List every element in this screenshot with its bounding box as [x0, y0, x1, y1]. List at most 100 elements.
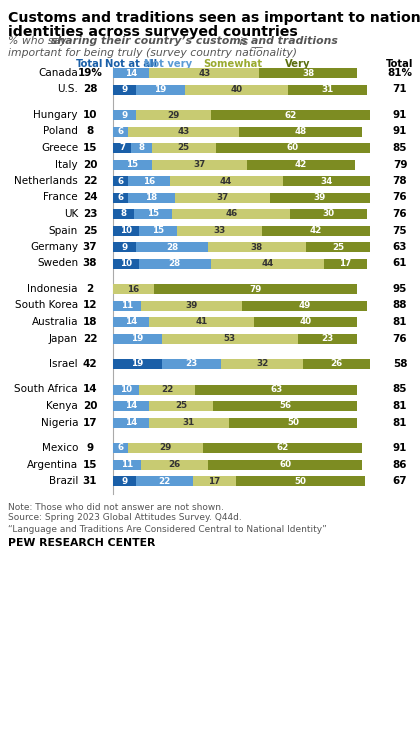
Text: 17: 17 [339, 259, 352, 268]
Text: 79: 79 [393, 160, 407, 169]
Text: 14: 14 [125, 317, 137, 327]
Text: 39: 39 [314, 193, 326, 202]
Text: 40: 40 [300, 317, 312, 327]
Bar [113, 193, 129, 202]
Text: 60: 60 [287, 144, 299, 152]
Text: 48: 48 [294, 127, 307, 136]
Bar [113, 459, 141, 470]
Bar [113, 68, 149, 78]
Text: 16: 16 [127, 285, 140, 294]
Bar [129, 193, 175, 202]
Bar [113, 359, 162, 369]
Text: 9: 9 [121, 242, 128, 252]
Text: 49: 49 [298, 301, 311, 310]
Text: Canada: Canada [38, 68, 78, 78]
Text: 15: 15 [147, 210, 159, 219]
Bar [149, 317, 255, 327]
Bar [177, 225, 262, 236]
Bar [113, 85, 136, 94]
Text: 30: 30 [323, 210, 335, 219]
Text: 8: 8 [120, 210, 126, 219]
Text: Israel: Israel [50, 359, 78, 369]
Bar [172, 209, 290, 219]
Text: Australia: Australia [32, 317, 78, 327]
Text: 18: 18 [83, 317, 97, 327]
Text: 43: 43 [178, 127, 190, 136]
Text: 10: 10 [83, 110, 97, 120]
Text: 37: 37 [83, 242, 97, 252]
Text: 38: 38 [302, 68, 315, 77]
Bar [113, 258, 139, 269]
Bar [306, 242, 370, 252]
Bar [113, 300, 141, 311]
Bar [236, 476, 365, 486]
Bar [113, 176, 129, 186]
Text: 86: 86 [393, 459, 407, 470]
Text: 9: 9 [121, 110, 128, 119]
Text: 8: 8 [138, 144, 144, 152]
Bar [136, 110, 211, 120]
Text: 62: 62 [284, 110, 297, 119]
Text: 42: 42 [294, 160, 307, 169]
Text: 6: 6 [118, 444, 124, 453]
Bar [208, 459, 362, 470]
Text: 23: 23 [83, 209, 97, 219]
Bar [113, 284, 154, 294]
Bar [239, 127, 362, 136]
Text: 85: 85 [393, 143, 407, 153]
Bar [134, 209, 172, 219]
Text: Spain: Spain [49, 225, 78, 236]
Text: 37: 37 [216, 193, 228, 202]
Bar [113, 417, 149, 428]
Text: 19: 19 [131, 359, 144, 369]
Bar [241, 300, 368, 311]
Bar [129, 127, 239, 136]
Text: 8: 8 [87, 127, 94, 136]
Text: 58: 58 [393, 359, 407, 369]
Text: 24: 24 [83, 193, 97, 202]
Text: 14: 14 [83, 384, 97, 394]
Text: PEW RESEARCH CENTER: PEW RESEARCH CENTER [8, 539, 155, 548]
Text: 6: 6 [118, 193, 124, 202]
Text: 23: 23 [185, 359, 197, 369]
Text: Italy: Italy [55, 160, 78, 169]
Bar [193, 476, 236, 486]
Bar [113, 127, 129, 136]
Text: 20: 20 [83, 160, 97, 169]
Text: 81: 81 [393, 317, 407, 327]
Text: 20: 20 [83, 401, 97, 411]
Bar [255, 317, 357, 327]
Text: 9: 9 [121, 85, 128, 94]
Bar [149, 68, 260, 78]
Text: 95: 95 [393, 284, 407, 294]
Bar [152, 160, 247, 169]
Text: Not at all: Not at all [105, 59, 157, 69]
Text: 31: 31 [183, 418, 195, 427]
Text: 25: 25 [175, 402, 187, 411]
Text: 9: 9 [121, 476, 128, 486]
Text: 31: 31 [321, 85, 334, 94]
Text: Japan: Japan [49, 333, 78, 344]
Text: 26: 26 [168, 460, 181, 469]
Bar [149, 417, 228, 428]
Text: Sweden: Sweden [37, 258, 78, 269]
Text: 41: 41 [196, 317, 208, 327]
Text: 28: 28 [166, 242, 178, 252]
Text: 22: 22 [161, 385, 173, 394]
Text: Nigeria: Nigeria [40, 417, 78, 428]
Text: 19: 19 [131, 334, 144, 343]
Text: is __: is __ [236, 36, 262, 47]
Bar [270, 193, 370, 202]
Text: 29: 29 [160, 444, 172, 453]
Text: 28: 28 [83, 85, 97, 94]
Text: UK: UK [64, 209, 78, 219]
Text: Indonesia: Indonesia [27, 284, 78, 294]
Text: 34: 34 [320, 177, 333, 185]
Bar [324, 258, 368, 269]
Text: 15: 15 [83, 459, 97, 470]
Bar [139, 384, 195, 394]
Text: 46: 46 [225, 210, 237, 219]
Text: 44: 44 [220, 177, 232, 185]
Bar [136, 85, 185, 94]
Text: 53: 53 [224, 334, 236, 343]
